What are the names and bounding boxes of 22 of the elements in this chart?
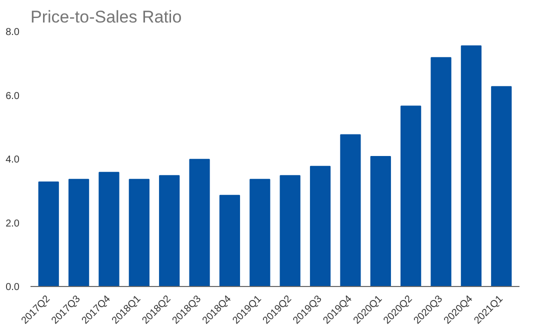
bar	[128, 178, 150, 286]
bar	[250, 178, 270, 286]
bar	[400, 106, 422, 286]
y-tick-label: 8.0	[6, 27, 20, 38]
y-tick-label: 4.0	[6, 154, 20, 166]
bar	[460, 45, 482, 286]
bar	[189, 158, 210, 286]
bar	[98, 172, 120, 286]
bar	[280, 175, 300, 286]
bar	[38, 181, 59, 286]
bar	[68, 178, 90, 286]
chart-title: Price-to-Sales Ratio	[30, 8, 182, 26]
bar	[430, 57, 452, 286]
y-tick-label: 2.0	[6, 218, 20, 230]
y-tick-label: 0.0	[6, 282, 20, 293]
y-tick-label: 6.0	[6, 90, 20, 102]
bar	[310, 166, 331, 286]
bar	[340, 134, 361, 286]
bar	[370, 156, 391, 286]
bar	[491, 86, 512, 286]
bar	[219, 194, 240, 286]
bar	[159, 175, 180, 286]
